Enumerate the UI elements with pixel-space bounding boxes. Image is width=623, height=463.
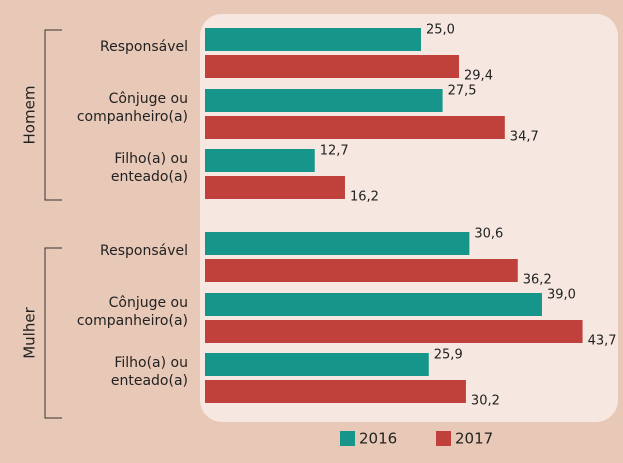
value-label: 25,9	[434, 348, 463, 363]
legend-label: 2016	[359, 430, 397, 448]
bar	[205, 116, 505, 139]
bar	[205, 293, 542, 316]
value-label: 30,6	[474, 227, 503, 242]
category-label: Cônjuge ou	[109, 295, 188, 311]
bar	[205, 259, 518, 282]
category-label: Cônjuge ou	[109, 91, 188, 107]
value-label: 25,0	[426, 23, 455, 38]
category-label: enteado(a)	[111, 373, 188, 389]
category-label: Responsável	[100, 39, 188, 55]
value-label: 27,5	[448, 84, 477, 99]
bar	[205, 232, 470, 255]
value-label: 29,4	[464, 69, 493, 84]
group-bracket	[44, 247, 62, 419]
category-label: enteado(a)	[111, 169, 188, 185]
bar	[205, 353, 429, 376]
bar	[205, 320, 583, 343]
category-label: Filho(a) ou	[114, 151, 188, 167]
bar	[205, 176, 345, 199]
bar	[205, 380, 466, 403]
legend-swatch	[340, 431, 355, 446]
category-label: companheiro(a)	[77, 313, 188, 329]
category-label: Responsável	[100, 243, 188, 259]
value-label: 36,2	[523, 273, 552, 288]
value-label: 34,7	[510, 130, 539, 145]
category-label: companheiro(a)	[77, 109, 188, 125]
bar	[205, 28, 421, 51]
value-label: 16,2	[350, 190, 379, 205]
bar	[205, 55, 460, 78]
category-label: Filho(a) ou	[114, 355, 188, 371]
value-label: 30,2	[471, 394, 500, 409]
bar	[205, 89, 443, 112]
group-label: Homem	[21, 86, 39, 145]
legend-swatch	[436, 431, 451, 446]
bar	[205, 149, 315, 172]
value-label: 43,7	[588, 334, 617, 349]
legend-label: 2017	[455, 430, 493, 448]
group-bracket	[44, 29, 62, 201]
value-label: 39,0	[547, 288, 576, 303]
value-label: 12,7	[320, 144, 349, 159]
group-label: Mulher	[21, 306, 39, 358]
